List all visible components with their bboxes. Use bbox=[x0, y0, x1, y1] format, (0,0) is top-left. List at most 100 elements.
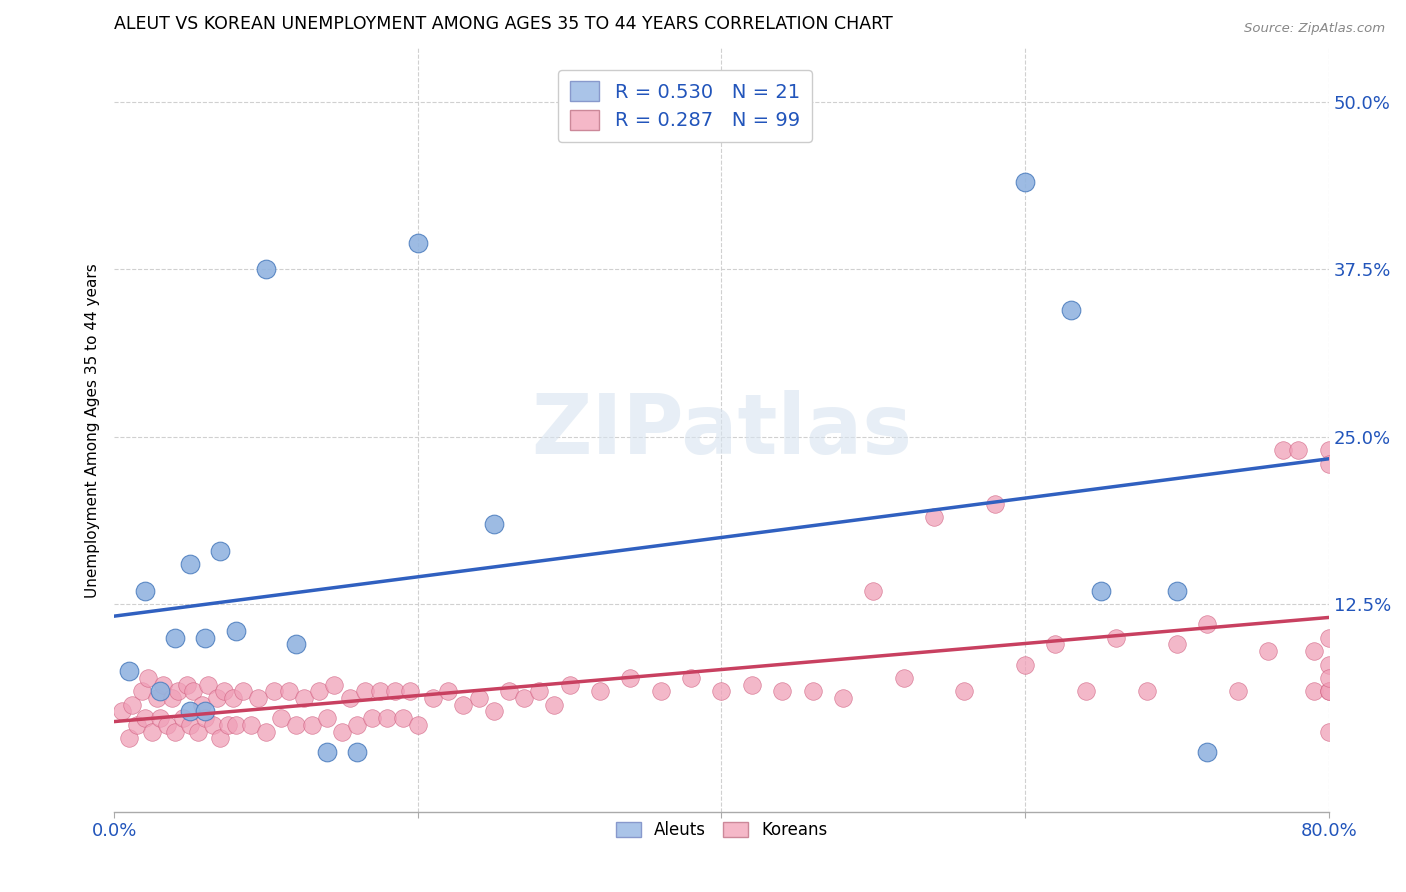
Point bbox=[221, 691, 243, 706]
Point bbox=[1317, 457, 1340, 471]
Point bbox=[247, 691, 270, 706]
Point bbox=[194, 631, 217, 645]
Point bbox=[1257, 644, 1279, 658]
Text: Source: ZipAtlas.com: Source: ZipAtlas.com bbox=[1244, 22, 1385, 36]
Point bbox=[339, 691, 361, 706]
Point bbox=[399, 684, 422, 698]
Point bbox=[1105, 631, 1128, 645]
Point bbox=[285, 637, 308, 651]
Point bbox=[163, 631, 186, 645]
Point bbox=[194, 711, 217, 725]
Point bbox=[263, 684, 285, 698]
Point bbox=[1272, 443, 1295, 458]
Point bbox=[437, 684, 460, 698]
Point bbox=[922, 510, 945, 524]
Point bbox=[152, 678, 174, 692]
Point bbox=[179, 705, 201, 719]
Point bbox=[217, 718, 239, 732]
Point bbox=[167, 684, 190, 698]
Point bbox=[209, 731, 232, 746]
Point bbox=[111, 705, 134, 719]
Text: ALEUT VS KOREAN UNEMPLOYMENT AMONG AGES 35 TO 44 YEARS CORRELATION CHART: ALEUT VS KOREAN UNEMPLOYMENT AMONG AGES … bbox=[114, 15, 893, 33]
Point bbox=[984, 497, 1007, 511]
Point bbox=[346, 718, 368, 732]
Point bbox=[1166, 583, 1188, 598]
Point bbox=[1317, 631, 1340, 645]
Point bbox=[225, 624, 247, 638]
Point bbox=[187, 724, 209, 739]
Point bbox=[1059, 302, 1081, 317]
Point bbox=[330, 724, 353, 739]
Point bbox=[710, 684, 733, 698]
Point bbox=[1286, 443, 1309, 458]
Y-axis label: Unemployment Among Ages 35 to 44 years: Unemployment Among Ages 35 to 44 years bbox=[86, 263, 100, 598]
Point bbox=[149, 684, 172, 698]
Point bbox=[770, 684, 793, 698]
Point bbox=[1090, 583, 1112, 598]
Point bbox=[453, 698, 475, 712]
Point bbox=[482, 516, 505, 531]
Point bbox=[529, 684, 551, 698]
Point bbox=[1317, 657, 1340, 672]
Point bbox=[134, 711, 156, 725]
Point bbox=[1014, 175, 1036, 189]
Point bbox=[1317, 671, 1340, 685]
Point bbox=[1197, 745, 1219, 759]
Point bbox=[1197, 617, 1219, 632]
Point bbox=[136, 671, 159, 685]
Legend: Aleuts, Koreans: Aleuts, Koreans bbox=[609, 814, 834, 846]
Point bbox=[377, 711, 399, 725]
Point bbox=[118, 665, 141, 679]
Point bbox=[141, 724, 163, 739]
Point bbox=[160, 691, 183, 706]
Point bbox=[1045, 637, 1067, 651]
Point bbox=[953, 684, 976, 698]
Point bbox=[893, 671, 915, 685]
Point bbox=[277, 684, 299, 698]
Point bbox=[156, 718, 179, 732]
Point bbox=[172, 711, 194, 725]
Point bbox=[1014, 657, 1036, 672]
Point bbox=[406, 718, 429, 732]
Point bbox=[832, 691, 855, 706]
Point bbox=[194, 705, 217, 719]
Point bbox=[741, 678, 763, 692]
Point bbox=[125, 718, 148, 732]
Point bbox=[285, 718, 308, 732]
Point bbox=[353, 684, 375, 698]
Point bbox=[498, 684, 520, 698]
Point bbox=[254, 262, 277, 277]
Point bbox=[1226, 684, 1249, 698]
Point bbox=[149, 711, 172, 725]
Point bbox=[212, 684, 235, 698]
Point bbox=[191, 698, 214, 712]
Point bbox=[391, 711, 413, 725]
Point bbox=[315, 711, 337, 725]
Point bbox=[1317, 684, 1340, 698]
Point bbox=[163, 724, 186, 739]
Point bbox=[543, 698, 565, 712]
Point bbox=[254, 724, 277, 739]
Point bbox=[1317, 684, 1340, 698]
Point bbox=[179, 557, 201, 571]
Point bbox=[1074, 684, 1097, 698]
Point bbox=[118, 731, 141, 746]
Point bbox=[292, 691, 315, 706]
Point bbox=[201, 718, 224, 732]
Point bbox=[681, 671, 703, 685]
Point bbox=[1317, 443, 1340, 458]
Point bbox=[801, 684, 824, 698]
Point bbox=[207, 691, 229, 706]
Point bbox=[315, 745, 337, 759]
Point bbox=[422, 691, 444, 706]
Point bbox=[558, 678, 581, 692]
Point bbox=[1135, 684, 1157, 698]
Point bbox=[482, 705, 505, 719]
Point bbox=[467, 691, 489, 706]
Point bbox=[650, 684, 672, 698]
Point bbox=[121, 698, 143, 712]
Point bbox=[513, 691, 536, 706]
Point bbox=[145, 691, 167, 706]
Point bbox=[179, 718, 201, 732]
Point bbox=[209, 543, 232, 558]
